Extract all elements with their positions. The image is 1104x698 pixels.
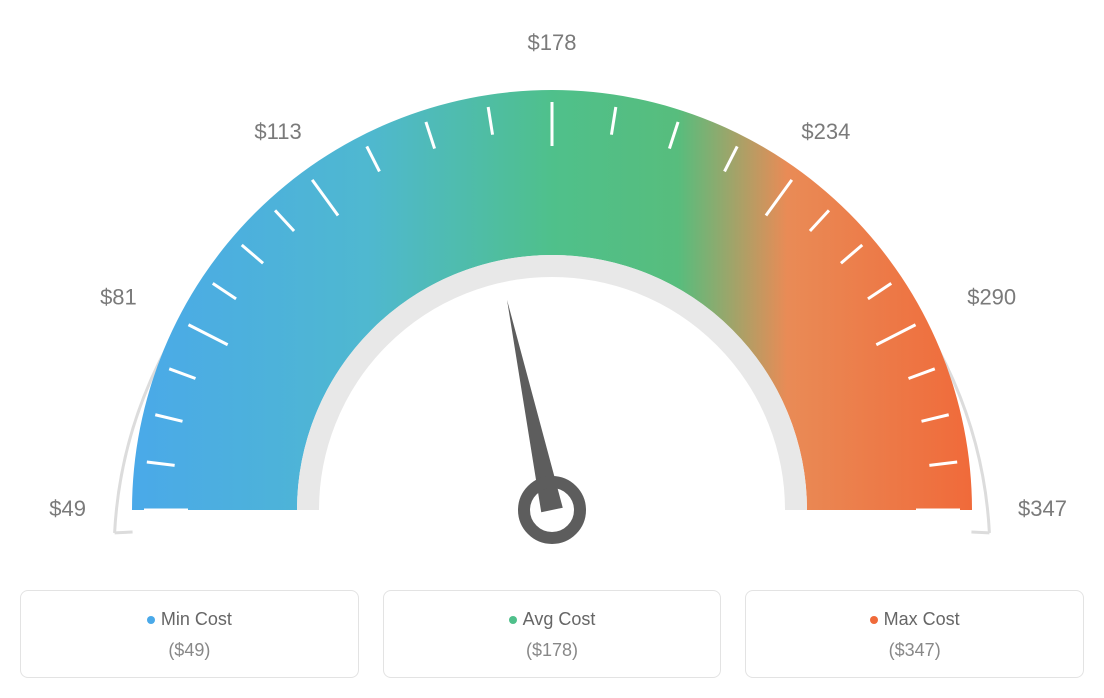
legend-value-min: ($49) [31,640,348,661]
legend-label-max: Max Cost [884,609,960,629]
legend-card-avg: Avg Cost ($178) [383,590,722,678]
gauge-chart: $49 $81 $113 $178 $234 $290 $347 [20,20,1084,560]
svg-text:$178: $178 [528,30,577,55]
gauge-svg: $49 $81 $113 $178 $234 $290 $347 [22,20,1082,560]
legend-dot-min [147,616,155,624]
legend-card-min: Min Cost ($49) [20,590,359,678]
legend-card-max: Max Cost ($347) [745,590,1084,678]
legend-dot-avg [509,616,517,624]
svg-text:$113: $113 [254,119,301,144]
svg-text:$81: $81 [100,284,137,309]
legend-dot-max [870,616,878,624]
legend-value-max: ($347) [756,640,1073,661]
svg-text:$347: $347 [1018,496,1067,521]
svg-text:$234: $234 [801,119,850,144]
legend-title-min: Min Cost [31,609,348,630]
legend-row: Min Cost ($49) Avg Cost ($178) Max Cost … [20,590,1084,678]
svg-text:$49: $49 [49,496,86,521]
legend-title-max: Max Cost [756,609,1073,630]
legend-label-avg: Avg Cost [523,609,596,629]
legend-title-avg: Avg Cost [394,609,711,630]
legend-label-min: Min Cost [161,609,232,629]
cost-gauge-widget: $49 $81 $113 $178 $234 $290 $347 Min Cost ($49… [20,20,1084,678]
legend-value-avg: ($178) [394,640,711,661]
svg-text:$290: $290 [967,284,1016,309]
